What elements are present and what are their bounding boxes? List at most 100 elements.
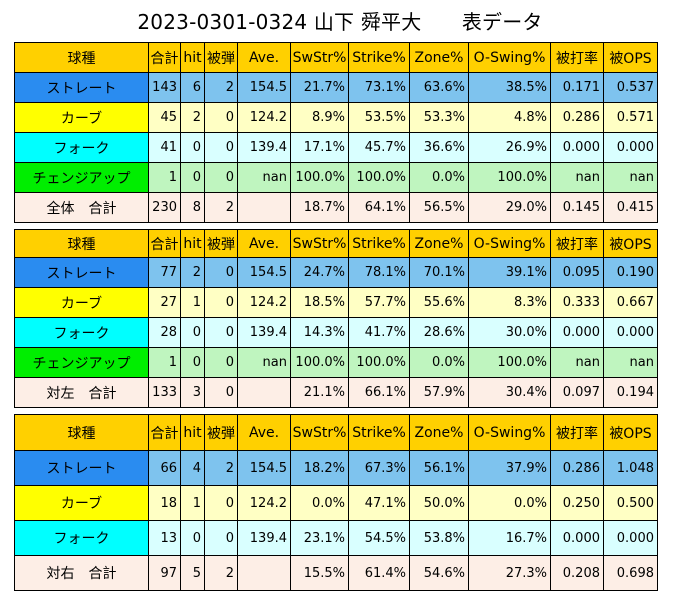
table-cell: 24.7%: [290, 257, 349, 288]
table-cell: 100.0%: [468, 162, 551, 193]
table-cell: 0.0%: [409, 347, 469, 378]
column-header: Ave.: [237, 414, 291, 451]
pitch-type-cell: チェンジアップ: [14, 347, 149, 378]
table-cell: 0.0%: [468, 485, 551, 521]
table-row: チェンジアップ 1 0 0 nan 100.0% 100.0% 0.0% 100.0% nan na…: [14, 347, 658, 378]
pitch-type-cell: フォーク: [14, 520, 149, 556]
table-cell: 30.0%: [468, 317, 551, 348]
stats-table: 球種 合計 hit 被弾 Ave. SwStr% Strike% Zone% O-Swing% 被…: [14, 229, 658, 408]
table-cell: 0.171: [550, 72, 604, 103]
table-cell: 0.190: [603, 257, 658, 288]
table-cell: 0: [204, 347, 238, 378]
header-row: 球種 合計 hit 被弾 Ave. SwStr% Strike% Zone% O-Swing% 被…: [14, 229, 658, 258]
table-cell: 2: [204, 192, 238, 223]
table-cell: 54.6%: [409, 555, 469, 591]
table-cell: 29.0%: [468, 192, 551, 223]
table-row: ストレート 77 2 0 154.5 24.7% 78.1% 70.1% 39.1% 0.095 0…: [14, 257, 658, 288]
column-header: Ave.: [237, 229, 291, 258]
table-cell: 77: [148, 257, 181, 288]
column-header: 被OPS: [603, 414, 658, 451]
column-header: 被打率: [550, 42, 604, 73]
column-header: hit: [180, 229, 205, 258]
table-cell: 56.5%: [409, 192, 469, 223]
table-cell: 0: [180, 317, 205, 348]
table-cell: 0.000: [603, 132, 658, 163]
table-cell: 0.0%: [409, 162, 469, 193]
table-cell: 0: [204, 102, 238, 133]
pitch-type-cell: カーブ: [14, 485, 149, 521]
table-cell: 1: [180, 287, 205, 318]
table-cell: 0.000: [550, 132, 604, 163]
table-row: 対左 合計 133 3 0 21.1% 66.1% 57.9% 30.4% 0.097 0.194: [14, 377, 658, 408]
table-cell: 0: [204, 132, 238, 163]
table-cell: 18.5%: [290, 287, 349, 318]
table-cell: 0.415: [603, 192, 658, 223]
table-cell: 0: [180, 132, 205, 163]
column-header: 被打率: [550, 414, 604, 451]
table-cell: 56.1%: [409, 450, 469, 486]
table-cell: 53.3%: [409, 102, 469, 133]
table-cell: nan: [237, 347, 291, 378]
column-header: 被弾: [204, 42, 238, 73]
table-cell: 53.8%: [409, 520, 469, 556]
column-header: O-Swing%: [468, 229, 551, 258]
table-cell: 0: [204, 317, 238, 348]
table-row: カーブ 45 2 0 124.2 8.9% 53.5% 53.3% 4.8% 0.286 0.571: [14, 102, 658, 133]
table-cell: 0: [180, 162, 205, 193]
table-cell: nan: [550, 162, 604, 193]
table-cell: 0.194: [603, 377, 658, 408]
pitch-type-cell: フォーク: [14, 132, 149, 163]
table-cell: [237, 192, 291, 223]
table-cell: 53.5%: [348, 102, 410, 133]
table-cell: 28.6%: [409, 317, 469, 348]
table-cell: 2: [204, 450, 238, 486]
pitch-type-cell: カーブ: [14, 287, 149, 318]
table-cell: nan: [603, 347, 658, 378]
table-row: ストレート 66 4 2 154.5 18.2% 67.3% 56.1% 37.9% 0.286 1…: [14, 450, 658, 486]
table-cell: 0.537: [603, 72, 658, 103]
table-cell: 0.250: [550, 485, 604, 521]
table-cell: 37.9%: [468, 450, 551, 486]
table-cell: 21.7%: [290, 72, 349, 103]
column-header: 合計: [148, 414, 181, 451]
table-cell: 0.698: [603, 555, 658, 591]
table-cell: 0.145: [550, 192, 604, 223]
table-cell: 27: [148, 287, 181, 318]
column-header: Strike%: [348, 42, 410, 73]
table-cell: 70.1%: [409, 257, 469, 288]
table-cell: 0: [180, 347, 205, 378]
table-cell: 0.000: [550, 520, 604, 556]
table-cell: 45.7%: [348, 132, 410, 163]
pitch-type-cell: ストレート: [14, 257, 149, 288]
table-cell: 28: [148, 317, 181, 348]
table-cell: 2: [204, 72, 238, 103]
table-cell: 0: [204, 520, 238, 556]
column-header: SwStr%: [290, 414, 349, 451]
stats-table: 球種 合計 hit 被弾 Ave. SwStr% Strike% Zone% O-Swing% 被…: [14, 42, 658, 223]
column-header: Ave.: [237, 42, 291, 73]
table-row: 対右 合計 97 5 2 15.5% 61.4% 54.6% 27.3% 0.208 0.698: [14, 555, 658, 591]
table-cell: 18.7%: [290, 192, 349, 223]
table-cell: 66: [148, 450, 181, 486]
column-header: 被弾: [204, 414, 238, 451]
table-cell: 100.0%: [290, 162, 349, 193]
table-cell: 0.500: [603, 485, 658, 521]
column-header: 合計: [148, 229, 181, 258]
table-cell: 67.3%: [348, 450, 410, 486]
table-row: フォーク 41 0 0 139.4 17.1% 45.7% 36.6% 26.9% 0.000 0.…: [14, 132, 658, 163]
table-cell: 36.6%: [409, 132, 469, 163]
table-cell: 154.5: [237, 450, 291, 486]
column-header: SwStr%: [290, 42, 349, 73]
column-header: 被OPS: [603, 229, 658, 258]
table-cell: 38.5%: [468, 72, 551, 103]
table-cell: 18: [148, 485, 181, 521]
pitch-type-cell: チェンジアップ: [14, 162, 149, 193]
table-cell: 47.1%: [348, 485, 410, 521]
table-cell: 17.1%: [290, 132, 349, 163]
pitch-type-cell: ストレート: [14, 450, 149, 486]
table-cell: 8.3%: [468, 287, 551, 318]
table-cell: 27.3%: [468, 555, 551, 591]
table-cell: 2: [204, 555, 238, 591]
table-cell: 0.000: [603, 317, 658, 348]
table-row: 全体 合計 230 8 2 18.7% 64.1% 56.5% 29.0% 0.145 0.415: [14, 192, 658, 223]
